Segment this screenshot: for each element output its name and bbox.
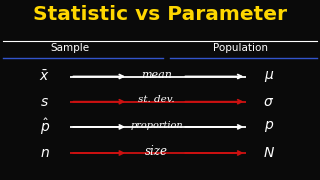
Text: $n$: $n$ [40, 146, 50, 160]
Text: $\bar{x}$: $\bar{x}$ [39, 69, 50, 84]
Text: mean: mean [141, 70, 172, 80]
Text: proportion: proportion [131, 121, 183, 130]
Text: Statistic vs Parameter: Statistic vs Parameter [33, 5, 287, 24]
Text: $\hat{p}$: $\hat{p}$ [40, 117, 50, 137]
Text: Sample: Sample [51, 43, 90, 53]
Text: $p$: $p$ [264, 119, 274, 134]
Text: $s$: $s$ [40, 95, 49, 109]
Text: Population: Population [212, 43, 268, 53]
Text: st. dev.: st. dev. [139, 95, 175, 104]
Text: $\sigma$: $\sigma$ [263, 95, 274, 109]
Text: $\mu$: $\mu$ [264, 69, 274, 84]
Text: $N$: $N$ [263, 146, 275, 160]
Text: size: size [145, 145, 168, 158]
